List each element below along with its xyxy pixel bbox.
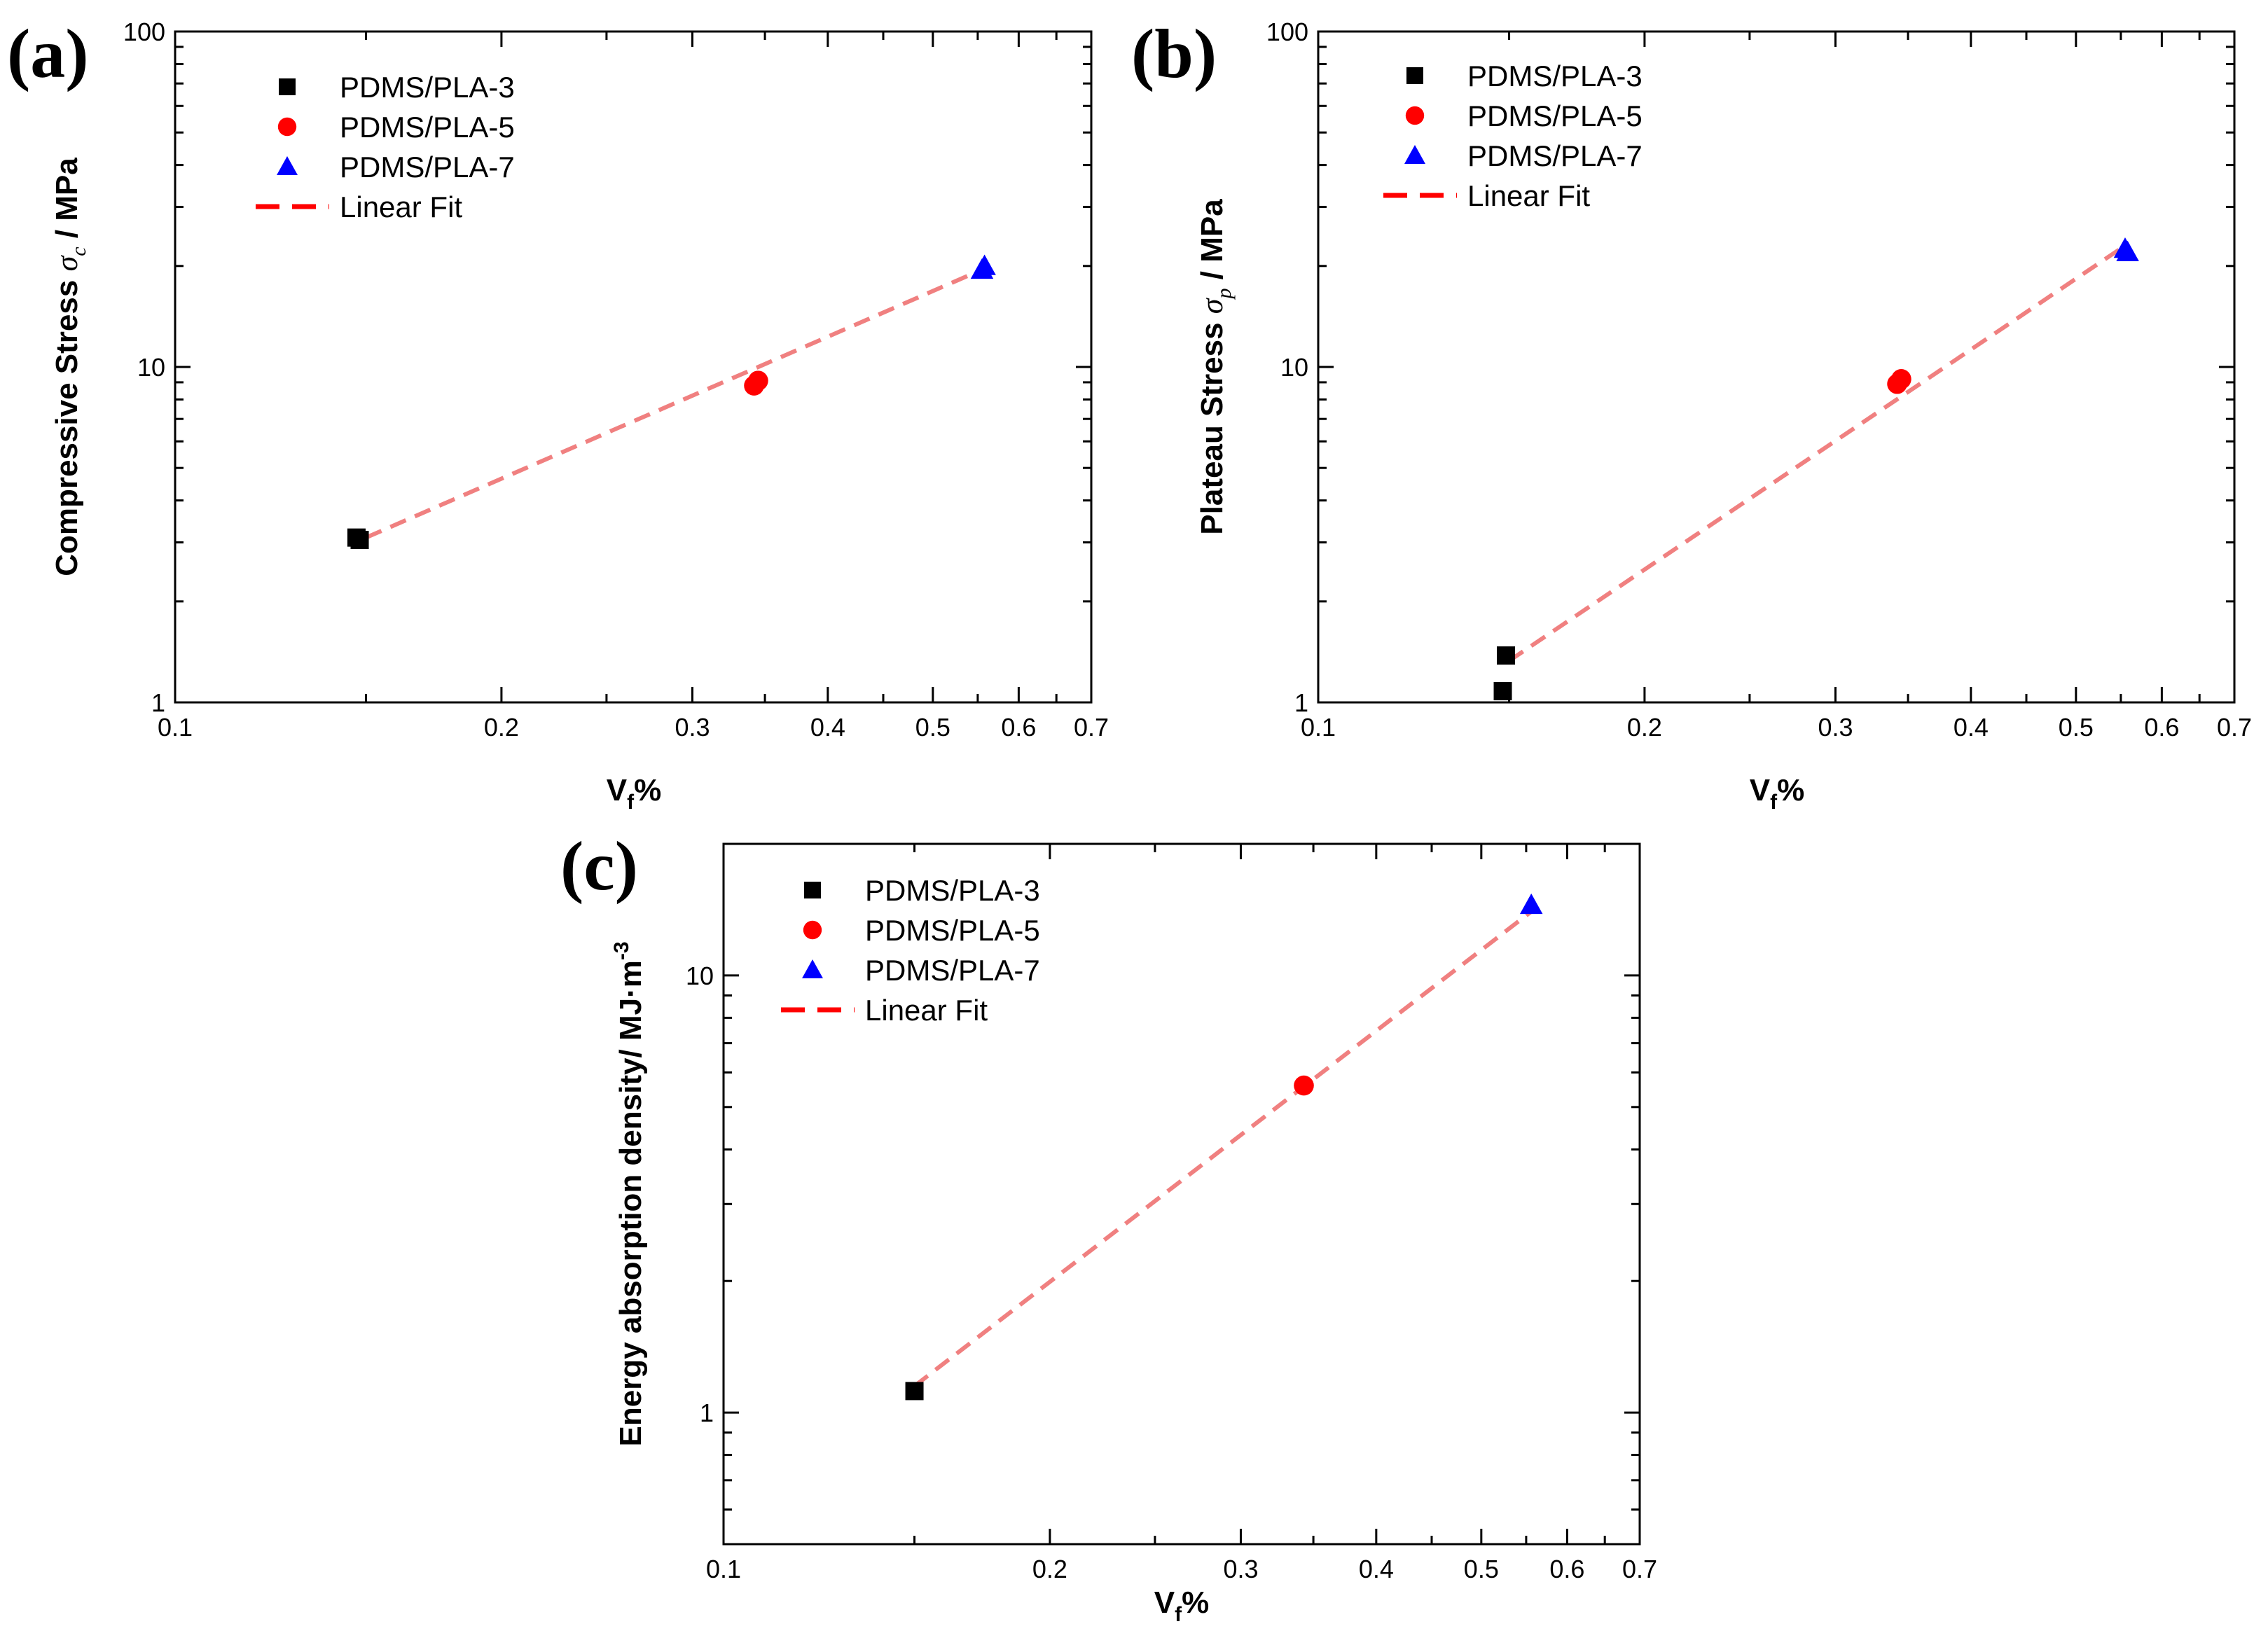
linear-fit-line: [1507, 244, 2127, 663]
x-axis-title: Vf%: [607, 773, 661, 814]
legend-label: PDMS/PLA-7: [865, 954, 1040, 987]
x-axis-title-rest: %: [634, 773, 661, 807]
legend-marker: [277, 156, 298, 175]
y-tick-label: 1: [1294, 688, 1308, 717]
data-point-circle: [1891, 369, 1911, 389]
plot-frame: [1317, 30, 2236, 704]
x-tick-label: 0.6: [2144, 713, 2179, 742]
x-tick-label: 0.1: [1301, 713, 1336, 742]
y-axis-title-suffix: / MPa: [50, 158, 84, 247]
x-tick-label: 0.3: [1818, 713, 1853, 742]
panel-label: (b): [1131, 15, 1217, 92]
data-point-circle: [748, 370, 768, 391]
y-axis-title-prefix: Energy absorption density/ MJ·m: [614, 960, 648, 1446]
y-axis-title: Compressive Stress σc / MPa: [50, 158, 90, 576]
x-tick-label: 0.5: [915, 713, 950, 742]
legend-marker: [804, 882, 821, 898]
x-axis-title-sub: f: [627, 791, 635, 814]
x-tick-label: 0.4: [1954, 713, 1989, 742]
x-tick-label: 0.7: [1622, 1555, 1657, 1583]
x-axis-title-rest: %: [1182, 1585, 1209, 1620]
legend-marker: [1405, 106, 1425, 125]
legend-marker: [1406, 67, 1423, 84]
plot-frame: [174, 30, 1093, 704]
legend-label: PDMS/PLA-7: [1467, 139, 1643, 172]
x-tick-label: 0.1: [706, 1555, 741, 1583]
y-axis-title-prefix: Plateau Stress: [1195, 314, 1229, 535]
legend-marker: [803, 920, 822, 940]
y-axis-title-sub: c: [67, 247, 90, 256]
x-axis-title-main: V: [1750, 773, 1771, 807]
legend-marker: [279, 78, 296, 95]
y-tick-label: 10: [686, 962, 714, 990]
x-axis-title-sub: f: [1770, 791, 1778, 814]
legend-label: PDMS/PLA-7: [340, 151, 515, 183]
y-axis-title-symbol: σ: [50, 254, 84, 271]
legend-label: Linear Fit: [865, 994, 988, 1027]
panel-label: (c): [560, 827, 638, 905]
data-point-triangle: [1519, 893, 1543, 915]
data-point-square: [1497, 646, 1516, 665]
x-tick-label: 0.3: [675, 713, 710, 742]
chart-panel-c: 0.1 0.2 0.3 0.4 0.5 0.6 0.7 1 10 PDMS/PLA-3 PDMS/P…: [560, 827, 1657, 1626]
data-point-triangle: [2116, 240, 2139, 261]
x-tick-label: 0.5: [2059, 713, 2094, 742]
y-axis-title-sub: p: [1212, 288, 1236, 300]
y-axis-title: Energy absorption density/ MJ·m-3: [610, 941, 648, 1446]
y-axis-title-prefix: Compressive Stress: [50, 271, 84, 576]
y-tick-label: 10: [137, 353, 165, 382]
data-point-square: [905, 1382, 924, 1401]
legend-marker: [1404, 145, 1425, 164]
legend-label: PDMS/PLA-3: [340, 71, 515, 104]
x-tick-label: 0.6: [1001, 713, 1036, 742]
data-point-square: [1493, 681, 1512, 700]
x-tick-label: 0.4: [810, 713, 845, 742]
legend-label: PDMS/PLA-5: [865, 914, 1040, 947]
y-axis-title-sup: -3: [610, 941, 633, 960]
linear-fit-line: [913, 910, 1533, 1388]
y-tick-label: 10: [1280, 353, 1308, 382]
chart-panel-a: 0.1 0.2 0.3 0.4 0.5 0.6 0.7 1 10 100 PDMS/PLA-3 PDM…: [7, 15, 1109, 814]
legend-label: PDMS/PLA-5: [1467, 99, 1643, 132]
legend-label: PDMS/PLA-3: [865, 874, 1040, 907]
data-point-square: [347, 528, 366, 547]
y-axis-title: Plateau Stress σp / MPa: [1195, 199, 1236, 535]
x-tick-label: 0.6: [1549, 1555, 1584, 1583]
x-tick-label: 0.2: [1032, 1555, 1067, 1583]
data-point-circle: [1294, 1075, 1314, 1096]
legend-label: Linear Fit: [1467, 179, 1590, 212]
x-tick-label: 0.3: [1223, 1555, 1258, 1583]
data-point-triangle: [973, 254, 996, 275]
x-axis-title: Vf%: [1154, 1585, 1209, 1626]
y-tick-label: 1: [700, 1398, 714, 1427]
legend-label: PDMS/PLA-5: [340, 111, 515, 144]
x-tick-label: 0.5: [1464, 1555, 1499, 1583]
linear-fit-line: [365, 268, 983, 540]
plot-frame: [722, 842, 1641, 1546]
x-axis-title-main: V: [607, 773, 628, 807]
x-axis-title: Vf%: [1750, 773, 1804, 814]
y-tick-label: 100: [123, 18, 165, 46]
x-tick-label: 0.7: [1074, 713, 1109, 742]
x-tick-label: 0.7: [2217, 713, 2252, 742]
y-axis-title-suffix: / MPa: [1195, 199, 1229, 289]
legend-label: Linear Fit: [340, 190, 462, 223]
legend-marker: [277, 117, 297, 137]
legend-marker: [802, 959, 823, 978]
x-tick-label: 0.2: [484, 713, 519, 742]
x-tick-label: 0.2: [1627, 713, 1662, 742]
x-tick-label: 0.4: [1359, 1555, 1394, 1583]
y-tick-label: 1: [151, 688, 165, 717]
y-axis-title-symbol: σ: [1195, 297, 1229, 314]
legend-label: PDMS/PLA-3: [1467, 60, 1643, 92]
panel-label: (a): [7, 15, 89, 92]
x-axis-title-rest: %: [1777, 773, 1804, 807]
x-axis-title-sub: f: [1175, 1603, 1182, 1626]
y-tick-label: 100: [1266, 18, 1308, 46]
x-tick-label: 0.1: [158, 713, 193, 742]
x-axis-title-main: V: [1154, 1585, 1175, 1620]
chart-panel-b: 0.1 0.2 0.3 0.4 0.5 0.6 0.7 1 10 100 PDMS/PLA-3 PDM…: [1131, 15, 2252, 814]
